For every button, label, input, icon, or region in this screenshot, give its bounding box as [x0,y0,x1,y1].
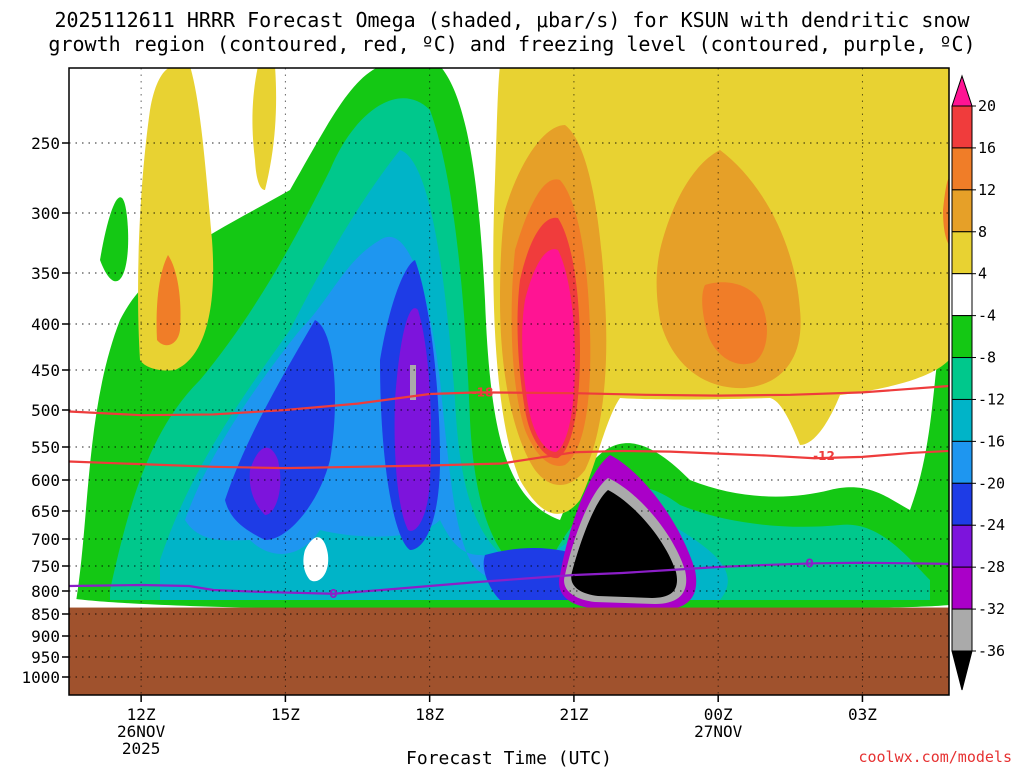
x-tick-label-03Z: 03Z [848,705,877,724]
y-tick-label-800: 800 [31,582,60,601]
colorbar-segment-12 [951,566,973,610]
y-tick-label-450: 450 [31,361,60,380]
contour-dendritic-lower [69,449,949,470]
label-minus18: -18 [472,385,494,399]
colorbar-label-3: 8 [978,223,987,241]
omega-shading [69,68,949,695]
colorbar-label-13: -36 [978,642,1005,660]
y-tick-label-600: 600 [31,471,60,490]
colorbar-label-1: 16 [978,139,996,157]
x-tick-label-00Z: 00Z [704,705,733,724]
contour-labels: -18 -12 0 0 [329,385,835,601]
ground-terrain [69,607,949,695]
y-tick-label-900: 900 [31,627,60,646]
label-zero-right: 0 [805,556,813,570]
colorbar-label-6: -8 [978,349,996,367]
colorbar-segment-13 [951,608,973,652]
chart-title-line2: growth region (contoured, red, ºC) and f… [48,32,975,56]
y-axis: 250 300 350 400 450 500 550 600 650 700 750 800 850 9… [21,134,69,687]
colorbar-label-7: -12 [978,390,1005,408]
chart-title-line1: 2025112611 HRRR Forecast Omega (shaded, … [54,8,970,32]
x-tick-date-00Z: 27NOV [694,722,743,741]
plot-frame [68,67,950,696]
colorbar-segment-1 [951,105,973,149]
y-tick-label-550: 550 [31,438,60,457]
colorbar-label-10: -24 [978,516,1005,534]
omega-region-weak-negative-left [100,197,129,282]
omega-region-positive-edge [930,110,949,280]
omega-region-positive-upper [252,68,277,190]
x-tick-label-12Z: 12Z [127,705,156,724]
y-tick-label-250: 250 [31,134,60,153]
colorbar-segment-4 [951,231,973,275]
label-minus12: -12 [813,449,835,463]
colorbar-label-2: 12 [978,181,996,199]
label-zero-left: 0 [329,587,337,601]
x-tick-label-21Z: 21Z [559,705,588,724]
colorbar-bottom-arrow [951,650,973,691]
x-tick-year-12Z: 2025 [122,739,161,758]
omega-white-hole [303,537,329,582]
colorbar-segment-8 [951,398,973,442]
grid-lines [69,68,949,695]
contour-freezing-level [69,561,949,595]
y-tick-label-300: 300 [31,204,60,223]
y-tick-label-850: 850 [31,605,60,624]
colorbar-segment-7 [951,357,973,400]
y-tick-label-350: 350 [31,264,60,283]
colorbar-top-arrow [951,74,973,107]
colorbar-label-12: -32 [978,600,1005,618]
credit-link[interactable]: coolwx.com/models [858,748,1012,766]
omega-region-minus24-b [394,308,432,531]
colorbar-segment-3 [951,189,973,233]
colorbar-label-4: 4 [978,265,987,283]
y-tick-label-500: 500 [31,401,60,420]
colorbar-segment-5 [951,273,973,317]
x-tick-label-18Z: 18Z [415,705,444,724]
omega-region-positive-left [138,68,214,371]
colorbar-segment-11 [951,524,973,568]
colorbar: 20 16 12 8 4 -4 -8 -12 -16 -20 -24 -28 -32 -36 [951,74,1005,691]
omega-region-positive-left-orange [156,255,181,346]
y-tick-label-950: 950 [31,648,60,667]
y-tick-label-400: 400 [31,315,60,334]
colorbar-label-5: -4 [978,307,996,325]
y-tick-label-700: 700 [31,530,60,549]
y-tick-label-650: 650 [31,502,60,521]
colorbar-label-9: -20 [978,474,1005,492]
omega-small-gray-cell [410,365,416,400]
colorbar-segment-2 [951,147,973,191]
x-tick-label-15Z: 15Z [271,705,300,724]
x-tick-date-12Z: 26NOV [117,722,166,741]
colorbar-segment-6 [951,315,973,359]
contour-dendritic-upper [69,384,949,417]
omega-region-positive-edge-orange [943,178,949,245]
colorbar-label-0: 20 [978,97,996,115]
colorbar-segment-10 [951,482,973,526]
y-tick-label-750: 750 [31,557,60,576]
colorbar-label-11: -28 [978,558,1005,576]
omega-region-positive-main-pink [522,249,575,452]
colorbar-segment-9 [951,440,973,484]
contour-lines [69,384,949,595]
colorbar-label-8: -16 [978,432,1005,450]
omega-region-minus24 [249,447,281,515]
y-tick-label-1000: 1000 [21,668,60,687]
x-axis-title: Forecast Time (UTC) [406,748,612,768]
